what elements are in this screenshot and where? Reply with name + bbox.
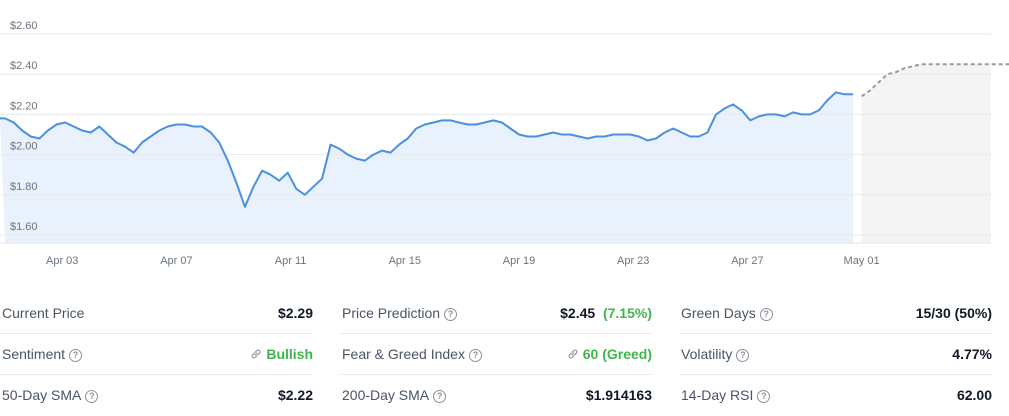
help-icon[interactable]: ? bbox=[85, 390, 99, 403]
x-tick-label: Apr 03 bbox=[46, 255, 78, 267]
current-price-value: $2.29 bbox=[277, 305, 313, 321]
help-icon[interactable]: ? bbox=[444, 308, 458, 321]
help-icon[interactable]: ? bbox=[759, 308, 773, 321]
x-tick-label: Apr 23 bbox=[617, 255, 649, 267]
green-days-label: Green Days? bbox=[681, 305, 773, 321]
volatility-label-text: Volatility bbox=[681, 346, 733, 362]
y-tick-label: $2.60 bbox=[10, 20, 38, 32]
stat-row-200-day-sma: 200-Day SMA? $1.914163 bbox=[340, 375, 652, 416]
price-prediction-percent: (7.15%) bbox=[602, 305, 652, 321]
help-icon[interactable]: ? bbox=[757, 390, 771, 403]
sma50-label: 50-Day SMA? bbox=[2, 387, 99, 403]
stats-panel: Current Price $2.29 Sentiment? Bullish 5… bbox=[0, 293, 1009, 409]
green-days-label-text: Green Days bbox=[681, 305, 756, 321]
stat-row-green-days: Green Days? 15/30 (50%) bbox=[679, 293, 992, 334]
link-icon bbox=[568, 349, 578, 359]
x-tick-label: May 01 bbox=[844, 255, 880, 267]
sentiment-label: Sentiment? bbox=[2, 346, 83, 362]
price-prediction-value: $2.45 (7.15%) bbox=[560, 305, 652, 321]
sma50-value: $2.22 bbox=[277, 387, 313, 403]
series-1-line bbox=[0, 91, 853, 208]
series-2-line bbox=[861, 63, 1009, 98]
price-prediction-label-text: Price Prediction bbox=[342, 305, 441, 321]
volatility-label: Volatility? bbox=[681, 346, 750, 362]
help-icon[interactable]: ? bbox=[433, 390, 447, 403]
sentiment-label-text: Sentiment bbox=[2, 346, 66, 362]
volatility-value: 4.77% bbox=[952, 346, 992, 362]
x-tick-label: Apr 07 bbox=[160, 255, 192, 267]
y-tick-label: $2.20 bbox=[10, 100, 38, 112]
stats-column-3: Green Days? 15/30 (50%) Volatility? 4.77… bbox=[679, 293, 992, 416]
x-tick-label: Apr 27 bbox=[731, 255, 763, 267]
y-tick-label: $2.40 bbox=[10, 60, 38, 72]
stats-column-2: Price Prediction? $2.45 (7.15%) Fear & G… bbox=[340, 293, 652, 416]
y-tick-label: $1.60 bbox=[10, 221, 38, 233]
price-chart: $1.60 $1.80 $2.00 $2.20 $2.40 $2.60 Apr 03 Apr … bbox=[0, 20, 1009, 267]
series-1-area bbox=[0, 92, 854, 243]
fear-greed-label-text: Fear & Greed Index bbox=[342, 346, 465, 362]
stat-row-current-price: Current Price $2.29 bbox=[0, 293, 313, 334]
stat-row-sentiment: Sentiment? Bullish bbox=[0, 334, 313, 375]
help-icon[interactable]: ? bbox=[468, 349, 482, 362]
rsi-label: 14-Day RSI? bbox=[681, 387, 771, 403]
stat-row-rsi: 14-Day RSI? 62.00 bbox=[679, 375, 992, 416]
sma50-label-text: 50-Day SMA bbox=[2, 387, 82, 403]
link-icon bbox=[251, 349, 261, 359]
x-tick-label: Apr 15 bbox=[389, 255, 421, 267]
fear-greed-value-text: 60 (Greed) bbox=[582, 346, 652, 362]
price-prediction-amount: $2.45 bbox=[560, 305, 596, 321]
y-tick-label: $2.00 bbox=[10, 141, 38, 153]
x-tick-label: Apr 19 bbox=[503, 255, 535, 267]
stat-row-fear-greed: Fear & Greed Index? 60 (Greed) bbox=[340, 334, 652, 375]
sentiment-value[interactable]: Bullish bbox=[250, 346, 313, 362]
sentiment-value-text: Bullish bbox=[266, 346, 313, 362]
series-2-area bbox=[861, 64, 1009, 243]
stat-row-volatility: Volatility? 4.77% bbox=[679, 334, 992, 375]
sma200-label: 200-Day SMA? bbox=[342, 387, 447, 403]
sma200-label-text: 200-Day SMA bbox=[342, 387, 430, 403]
help-icon[interactable]: ? bbox=[69, 349, 83, 362]
green-days-value: 15/30 (50%) bbox=[915, 305, 992, 321]
rsi-value: 62.00 bbox=[956, 387, 992, 403]
sma200-value: $1.914163 bbox=[585, 387, 652, 403]
stat-row-price-prediction: Price Prediction? $2.45 (7.15%) bbox=[340, 293, 652, 334]
fear-greed-label: Fear & Greed Index? bbox=[342, 346, 482, 362]
y-tick-label: $1.80 bbox=[10, 181, 38, 193]
x-tick-label: Apr 11 bbox=[275, 255, 307, 267]
stat-row-50-day-sma: 50-Day SMA? $2.22 bbox=[0, 375, 313, 416]
current-price-label: Current Price bbox=[2, 305, 85, 321]
price-prediction-label: Price Prediction? bbox=[342, 305, 458, 321]
stats-column-1: Current Price $2.29 Sentiment? Bullish 5… bbox=[0, 293, 313, 416]
fear-greed-value[interactable]: 60 (Greed) bbox=[567, 346, 652, 362]
help-icon[interactable]: ? bbox=[736, 349, 750, 362]
rsi-label-text: 14-Day RSI bbox=[681, 387, 754, 403]
